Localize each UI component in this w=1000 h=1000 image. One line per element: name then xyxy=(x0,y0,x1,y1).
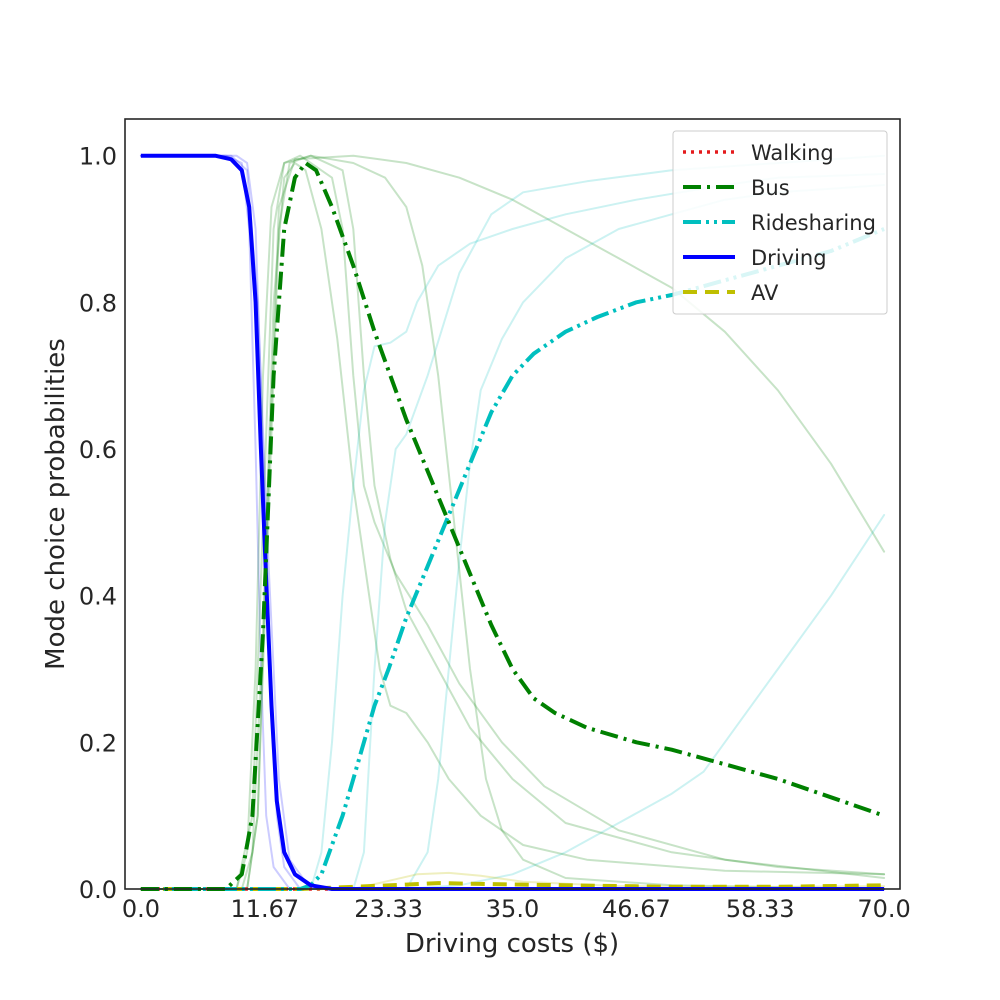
series-line-bus xyxy=(140,161,885,891)
legend-box xyxy=(672,130,888,315)
background-line-8 xyxy=(139,154,886,890)
legend-label-av: AV xyxy=(751,281,779,305)
y-tick-label: 1.0 xyxy=(79,143,117,171)
legend-label-walking: Walking xyxy=(751,141,834,165)
background-line-4 xyxy=(139,154,886,890)
background-line-10 xyxy=(139,154,886,890)
series-line-ridesharing xyxy=(140,227,885,891)
background-line-5 xyxy=(139,162,886,890)
x-tick-label: 0.0 xyxy=(122,895,160,923)
legend-label-bus: Bus xyxy=(751,176,790,200)
y-tick-labels: 0.0 0.2 0.4 0.6 0.8 1.0 xyxy=(79,143,117,904)
y-tick-label: 0.2 xyxy=(79,729,117,757)
background-line-7 xyxy=(139,154,886,890)
y-tick-label: 0.8 xyxy=(79,289,117,317)
legend-label-driving: Driving xyxy=(751,246,827,270)
x-tick-label: 46.67 xyxy=(602,895,671,923)
x-tick-label: 23.33 xyxy=(354,895,423,923)
x-tick-label: 35.0 xyxy=(486,895,539,923)
y-tick-label: 0.4 xyxy=(79,583,117,611)
x-tick-label: 70.0 xyxy=(857,895,910,923)
x-tick-label: 11.67 xyxy=(230,895,299,923)
x-tick-labels: 0.0 11.67 23.33 35.0 46.67 58.33 70.0 xyxy=(122,895,911,923)
y-tick-label: 0.6 xyxy=(79,436,117,464)
legend: Walking Bus Ridesharing Driving AV xyxy=(672,130,888,315)
plot-frame xyxy=(124,118,901,890)
legend-label-ridesharing: Ridesharing xyxy=(751,211,876,235)
background-line-9 xyxy=(139,173,886,890)
x-tick-label: 58.33 xyxy=(726,895,795,923)
main-series-lines xyxy=(140,153,885,891)
x-axis-title: Driving costs ($) xyxy=(405,929,619,959)
y-axis-title: Mode choice probabilities xyxy=(41,338,71,670)
background-line-12 xyxy=(139,514,886,890)
y-tick-label: 0.0 xyxy=(79,876,117,904)
